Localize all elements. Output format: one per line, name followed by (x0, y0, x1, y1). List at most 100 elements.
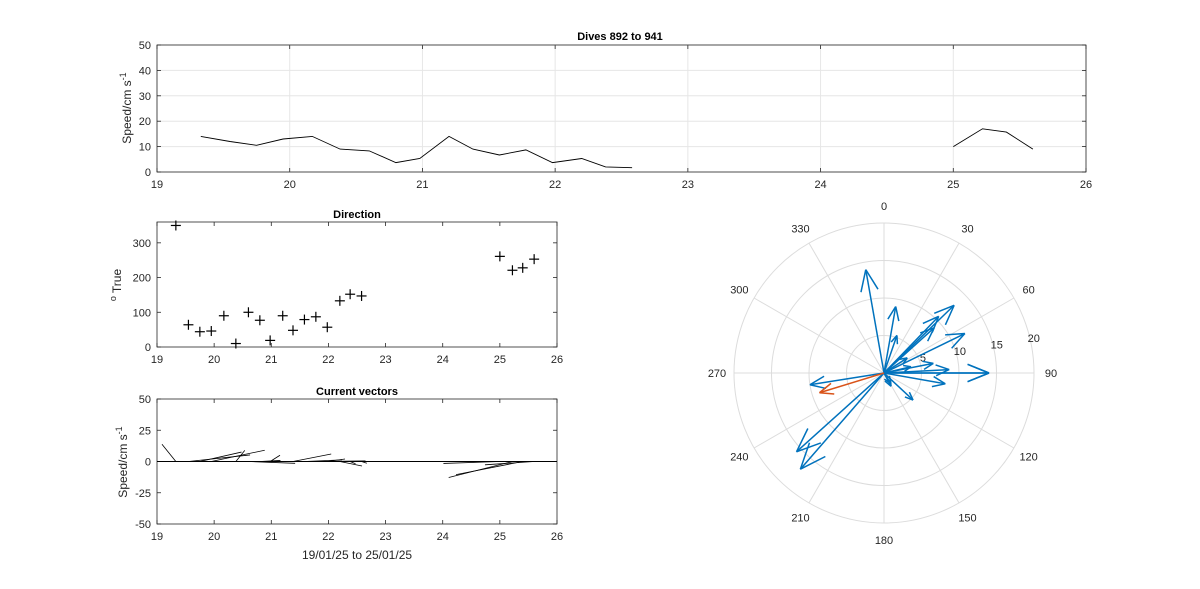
direction-panel: Direction oTrue 19 20 21 22 23 24 25 26 0 100 200 3… (108, 209, 563, 366)
vectors-ylabel: Speed/cm s-1 (114, 426, 130, 497)
direction-point (334, 295, 345, 306)
compass-angle-label: 30 (961, 223, 973, 235)
speed-xtick-label: 25 (947, 179, 959, 191)
compass-spoke (883, 242, 960, 374)
direction-xtick-label: 25 (494, 354, 506, 366)
direction-xtick-label: 22 (322, 354, 334, 366)
speed-xtick-label: 20 (284, 179, 296, 191)
compass-arrow (809, 372, 885, 390)
direction-xtick-label: 26 (551, 354, 563, 366)
direction-point (206, 326, 217, 337)
compass-arrow (883, 334, 899, 374)
direction-point (288, 325, 298, 336)
compass-arrow (799, 372, 885, 470)
direction-point (345, 289, 356, 300)
vectors-xtick-label: 26 (551, 531, 563, 543)
vector-stick (339, 461, 363, 467)
compass-arrow (883, 372, 946, 388)
speed-ytick-label: 0 (145, 167, 151, 179)
vector-stick (161, 444, 177, 462)
compass-angle-label: 120 (1019, 452, 1037, 464)
vectors-xtick-label: 23 (379, 531, 391, 543)
speed-ytick-label: 30 (139, 91, 151, 103)
direction-point (265, 335, 276, 346)
speed-ytick-label: 40 (139, 65, 151, 77)
compass-radius-label: 20 (1028, 333, 1040, 345)
speed-xtick-label: 22 (549, 179, 561, 191)
speed-ytick-label: 10 (139, 142, 151, 154)
compass-angle-label: 60 (1023, 285, 1035, 297)
direction-xtick-label: 21 (265, 354, 277, 366)
direction-point (194, 326, 205, 337)
vectors-ytick-label: -25 (135, 488, 151, 500)
vectors-xtick-label: 20 (208, 531, 220, 543)
compass-arrow (883, 327, 935, 374)
vector-stick (361, 461, 367, 464)
compass-arrow (884, 363, 990, 383)
compass-spoke (753, 372, 885, 449)
vectors-xlabel: 19/01/25 to 25/01/25 (302, 548, 412, 562)
direction-title: Direction (333, 209, 381, 221)
compass-angle-label: 240 (730, 452, 748, 464)
vectors-xtick-label: 25 (494, 531, 506, 543)
compass-angle-label: 150 (958, 513, 976, 525)
compass-arrow (795, 372, 885, 453)
speed-xtick-label: 23 (682, 179, 694, 191)
compass-arrow (860, 269, 885, 374)
direction-point (517, 262, 528, 273)
compass-arrow (883, 357, 908, 374)
compass-arrow (883, 372, 892, 385)
direction-xtick-label: 24 (437, 354, 449, 366)
vectors-xtick-label: 24 (437, 531, 449, 543)
vectors-ytick-label: -50 (135, 519, 151, 531)
speed-xtick-label: 26 (1080, 179, 1092, 191)
vectors-panel: Current vectors Speed/cm s-1 19/01/25 to… (114, 386, 563, 562)
compass-angle-label: 210 (791, 513, 809, 525)
direction-point (299, 314, 310, 325)
compass-angle-label: 330 (791, 223, 809, 235)
direction-axes-box (156, 221, 558, 348)
direction-point (529, 254, 540, 265)
direction-xtick-label: 23 (379, 354, 391, 366)
vectors-xtick-label: 19 (151, 531, 163, 543)
speed-ytick-label: 50 (139, 40, 151, 52)
speed-ytick-label: 20 (139, 116, 151, 128)
vectors-title: Current vectors (316, 386, 398, 398)
vectors-ytick-label: 0 (145, 457, 151, 469)
vector-stick (443, 461, 500, 464)
vector-stick (484, 461, 535, 466)
direction-point (183, 319, 194, 330)
vector-stick (235, 450, 246, 462)
compass-spoke (883, 372, 960, 504)
compass-arrow (883, 332, 966, 374)
speed-ylabel: Speed/cm s-1 (118, 72, 134, 143)
direction-point (322, 322, 333, 333)
compass-spoke (883, 372, 1015, 449)
direction-point (310, 311, 321, 322)
direction-point (494, 251, 505, 262)
vector-stick (248, 461, 296, 464)
speed-series-line (200, 135, 633, 169)
compass-spoke (753, 297, 885, 374)
vector-stick (455, 461, 523, 476)
vector-stick (269, 454, 281, 462)
compass-arrow-latest (818, 372, 885, 395)
direction-point (230, 338, 241, 349)
vector-stick (327, 458, 346, 462)
vector-stick (315, 460, 366, 462)
compass-arrow (883, 360, 934, 374)
vectors-ytick-label: 25 (139, 425, 151, 437)
compass-angle-label: 90 (1045, 368, 1057, 380)
direction-ytick-label: 0 (145, 342, 151, 354)
direction-point (507, 265, 518, 276)
direction-xtick-label: 20 (208, 354, 220, 366)
compass-panel: 0 30 60 90 120 150 180 210 240 270 300 330 5 10 15 20 (708, 201, 1057, 547)
vector-stick (292, 453, 332, 462)
compass-radius-label: 15 (991, 339, 1003, 351)
compass-angle-label: 270 (708, 368, 726, 380)
direction-point (243, 307, 254, 318)
speed-title: Dives 892 to 941 (577, 31, 663, 43)
vectors-ytick-label: 50 (139, 394, 151, 406)
compass-arrow (883, 372, 914, 401)
